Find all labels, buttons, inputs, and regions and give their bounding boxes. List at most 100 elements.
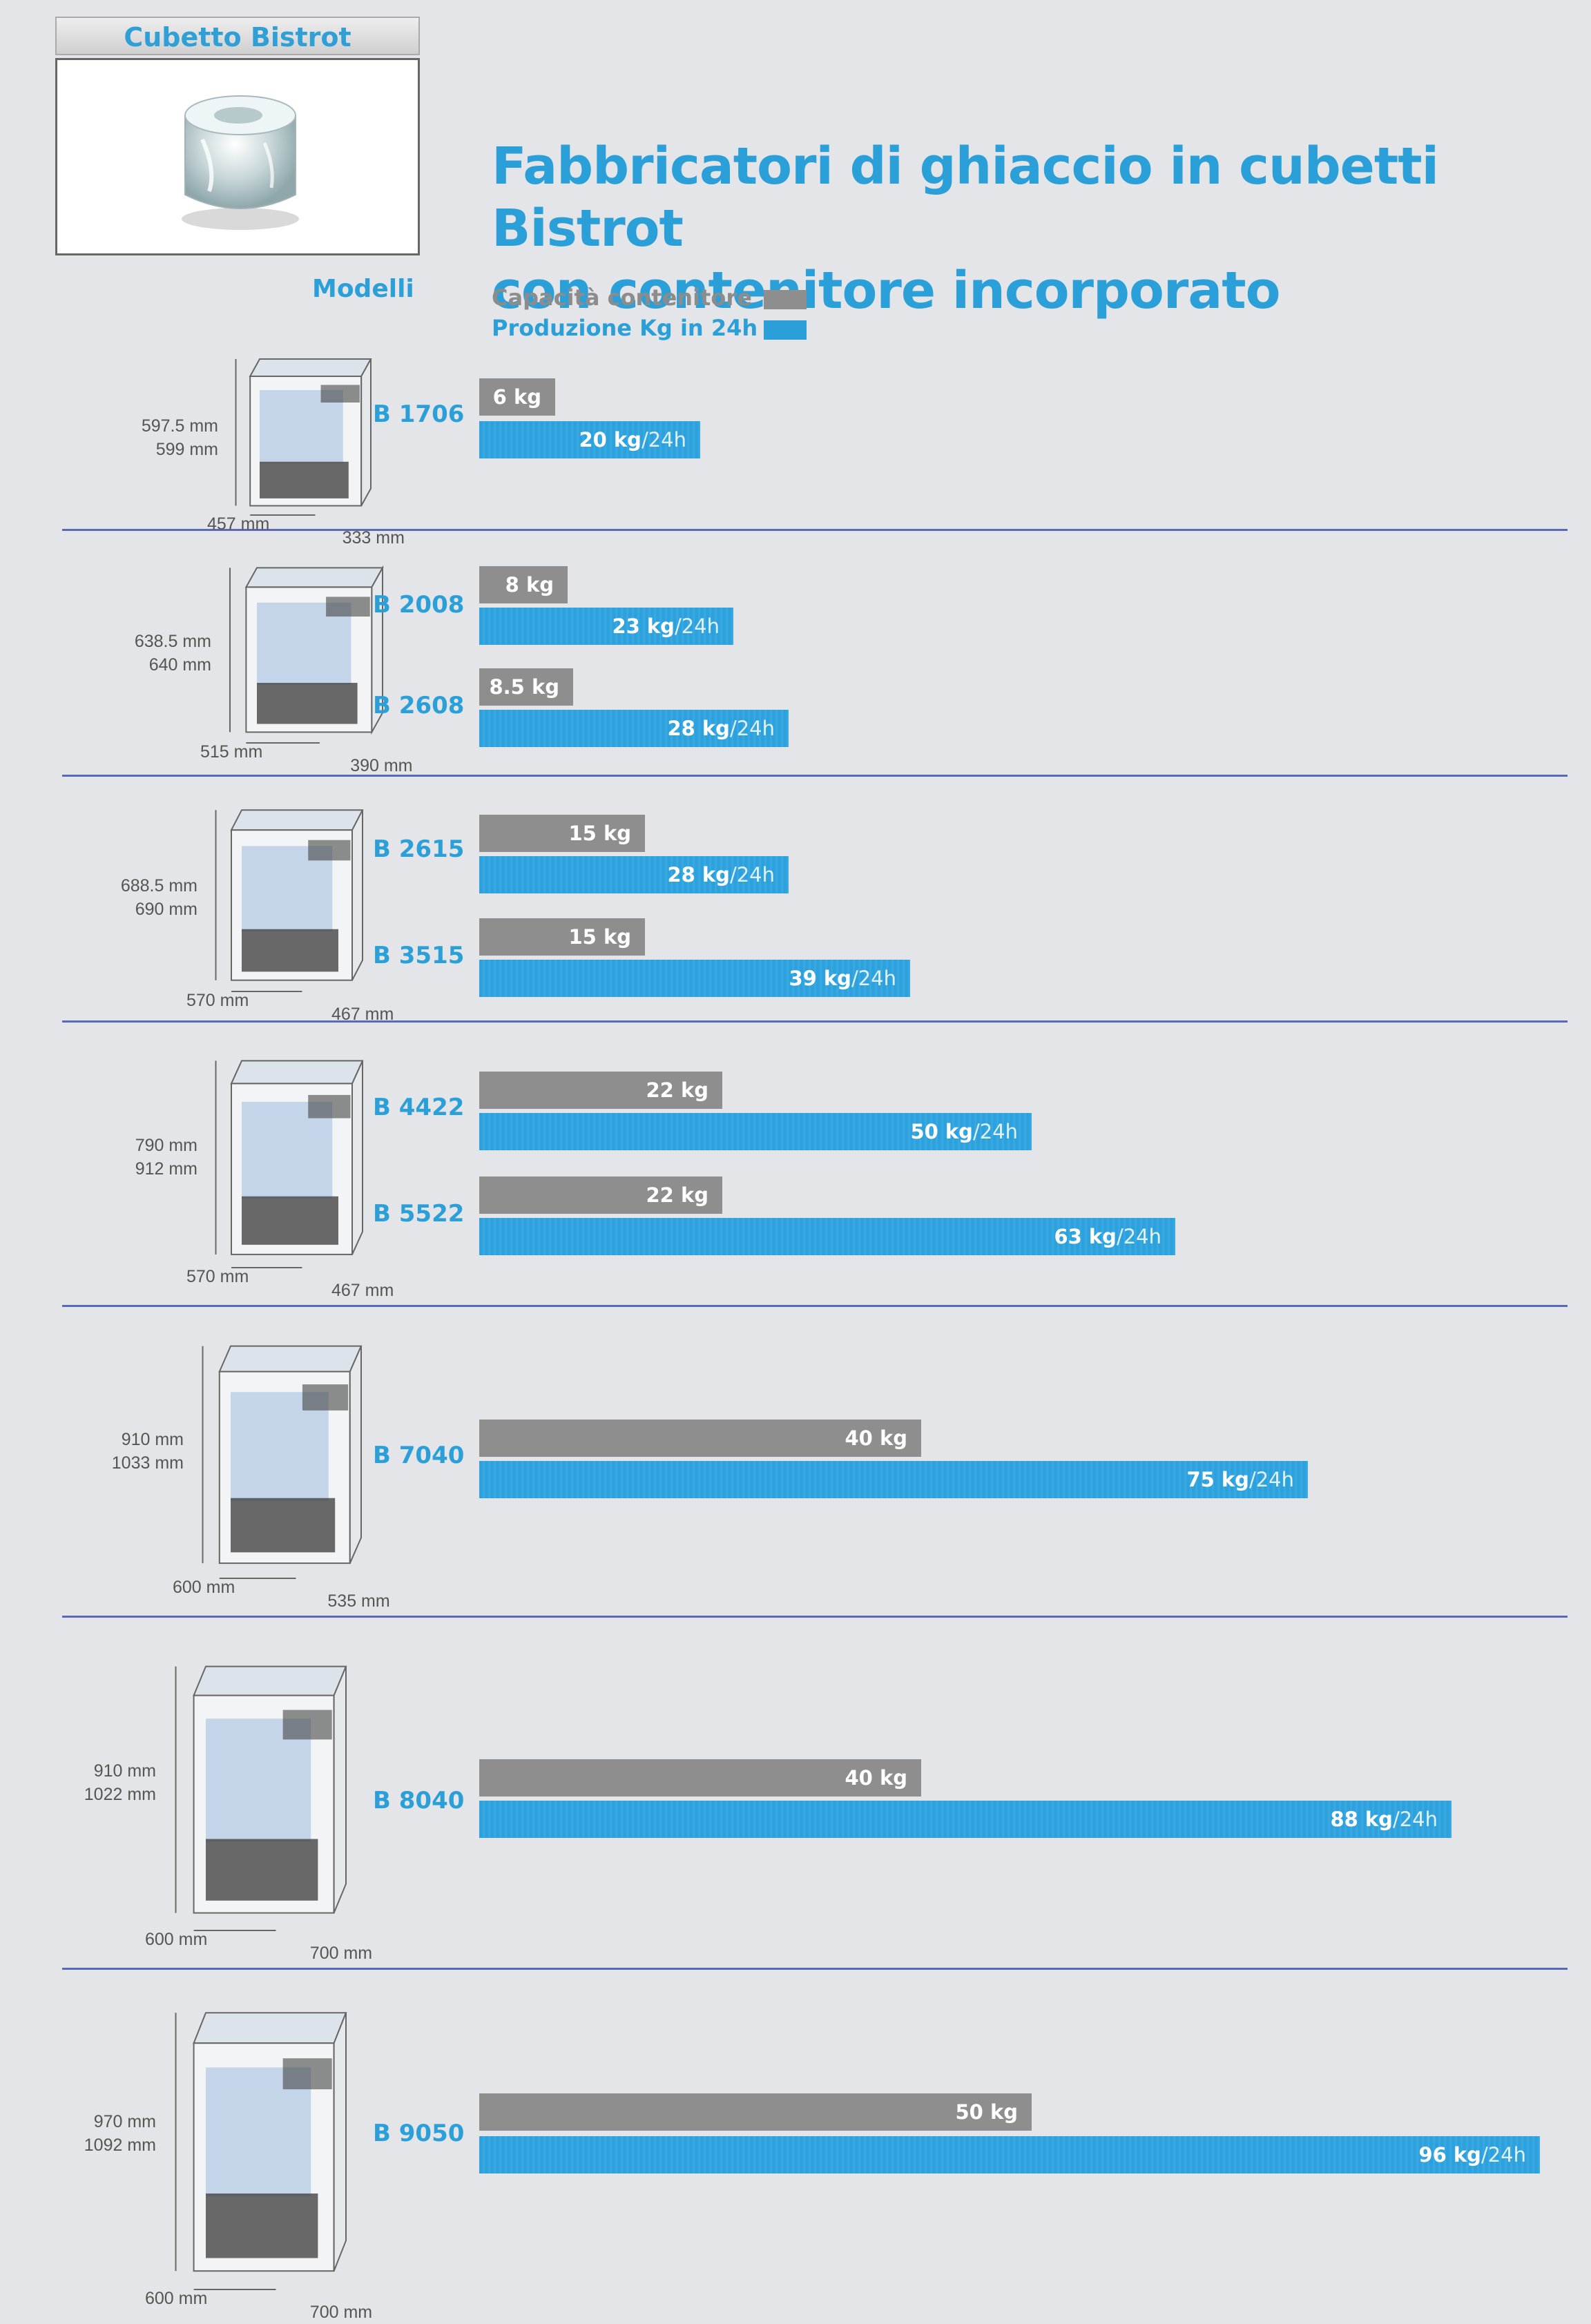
ice-machine-illustration [228, 345, 387, 521]
production-value: 39 kg [789, 967, 851, 990]
width-dimension: 535 mm [327, 1591, 390, 1611]
height-min: 970 mm [93, 2112, 156, 2131]
height-max: 1022 mm [84, 1785, 156, 1804]
legend-production-swatch [764, 320, 807, 340]
capacity-bar: 50 kg [479, 2093, 1032, 2131]
capacity-bar: 8.5 kg [479, 668, 573, 706]
page-title: Fabbricatori di ghiaccio in cubetti Bist… [492, 137, 1439, 320]
height-dimension: 790 mm 912 mm [135, 1134, 197, 1181]
section-divider [62, 1968, 1568, 1970]
height-dimension: 688.5 mm 690 mm [121, 874, 197, 921]
production-bar: 39 kg/24h [479, 960, 910, 997]
legend-production: Produzione Kg in 24h [492, 315, 807, 341]
model-name: B 4422 [373, 1094, 465, 1121]
capacity-bar: 15 kg [479, 918, 645, 956]
depth-dimension: 600 mm [145, 2289, 208, 2308]
production-unit: /24h [1116, 1225, 1161, 1248]
height-dimension: 910 mm 1033 mm [112, 1428, 184, 1475]
height-dimension: 597.5 mm 599 mm [142, 414, 218, 461]
model-name: B 1706 [373, 400, 465, 428]
height-max: 599 mm [155, 440, 218, 459]
section-divider [62, 775, 1568, 777]
height-dimension: 970 mm 1092 mm [84, 2110, 156, 2157]
production-unit: /24h [1481, 2143, 1526, 2167]
production-value: 23 kg [612, 614, 675, 638]
legend-capacity: Capacità contenitore [492, 284, 807, 311]
production-unit: /24h [729, 717, 775, 740]
height-dimension: 910 mm 1022 mm [84, 1759, 156, 1806]
model-name: B 9050 [373, 2120, 465, 2147]
width-dimension: 390 mm [350, 756, 413, 775]
production-bar: 88 kg/24h [479, 1801, 1452, 1838]
production-unit: /24h [729, 863, 775, 887]
production-bar: 75 kg/24h [479, 1461, 1308, 1498]
depth-dimension: 515 mm [200, 742, 263, 762]
height-min: 910 mm [93, 1761, 156, 1781]
model-name: B 2008 [373, 591, 465, 619]
capacity-bar: 40 kg [479, 1759, 921, 1797]
capacity-bar: 8 kg [479, 566, 568, 603]
section-divider [62, 1305, 1568, 1307]
height-min: 638.5 mm [134, 632, 211, 651]
production-unit: /24h [972, 1120, 1018, 1143]
production-value: 50 kg [910, 1120, 973, 1143]
width-dimension: 333 mm [342, 528, 405, 548]
height-min: 597.5 mm [141, 416, 218, 436]
production-unit: /24h [1392, 1808, 1438, 1831]
production-value: 20 kg [579, 428, 642, 452]
product-badge: Cubetto Bistrot [55, 17, 420, 55]
production-value: 75 kg [1186, 1468, 1249, 1491]
width-dimension: 467 mm [331, 1005, 394, 1024]
production-bar: 96 kg/24h [479, 2136, 1540, 2173]
section-divider [62, 1020, 1568, 1023]
width-dimension: 700 mm [309, 1944, 373, 1963]
capacity-bar: 22 kg [479, 1176, 722, 1214]
section-divider [62, 1616, 1568, 1618]
model-name: B 3515 [373, 942, 465, 969]
height-max: 1092 mm [84, 2136, 156, 2155]
depth-dimension: 570 mm [186, 991, 249, 1010]
production-bar: 50 kg/24h [479, 1113, 1032, 1150]
capacity-bar: 6 kg [479, 378, 555, 416]
capacity-bar: 40 kg [479, 1420, 921, 1457]
production-value: 63 kg [1054, 1225, 1117, 1248]
production-bar: 28 kg/24h [479, 710, 789, 747]
ice-machine-illustration [166, 1988, 366, 2295]
production-value: 28 kg [667, 863, 730, 887]
production-bar: 20 kg/24h [479, 421, 700, 458]
production-value: 96 kg [1418, 2143, 1481, 2167]
production-value: 28 kg [667, 717, 730, 740]
production-bar: 63 kg/24h [479, 1218, 1175, 1255]
production-unit: /24h [1248, 1468, 1294, 1491]
ice-machine-illustration [166, 1643, 366, 1936]
height-min: 688.5 mm [120, 876, 197, 895]
depth-dimension: 570 mm [186, 1267, 249, 1286]
width-dimension: 467 mm [331, 1281, 394, 1300]
production-bar: 28 kg/24h [479, 856, 789, 893]
model-name: B 8040 [373, 1787, 465, 1814]
ice-machine-illustration [221, 552, 401, 748]
production-value: 88 kg [1330, 1808, 1393, 1831]
ice-machine-illustration [207, 1043, 380, 1273]
production-bar: 23 kg/24h [479, 608, 733, 645]
height-max: 640 mm [148, 655, 211, 675]
model-name: B 5522 [373, 1200, 465, 1228]
height-min: 910 mm [121, 1430, 184, 1449]
capacity-bar: 22 kg [479, 1072, 722, 1109]
production-unit: /24h [851, 967, 896, 990]
legend-capacity-swatch [764, 290, 807, 309]
ice-machine-illustration [193, 1326, 380, 1584]
depth-dimension: 600 mm [145, 1930, 208, 1949]
depth-dimension: 600 mm [173, 1578, 235, 1597]
ice-cube-icon [182, 95, 299, 230]
model-name: B 2608 [373, 692, 465, 719]
width-dimension: 700 mm [309, 2303, 373, 2322]
production-unit: /24h [674, 614, 720, 638]
depth-dimension: 457 mm [207, 514, 270, 534]
capacity-bar: 15 kg [479, 815, 645, 852]
ice-cube-image [55, 58, 420, 255]
height-dimension: 638.5 mm 640 mm [135, 630, 211, 677]
models-heading: Modelli [312, 275, 414, 303]
height-max: 1033 mm [111, 1453, 184, 1473]
